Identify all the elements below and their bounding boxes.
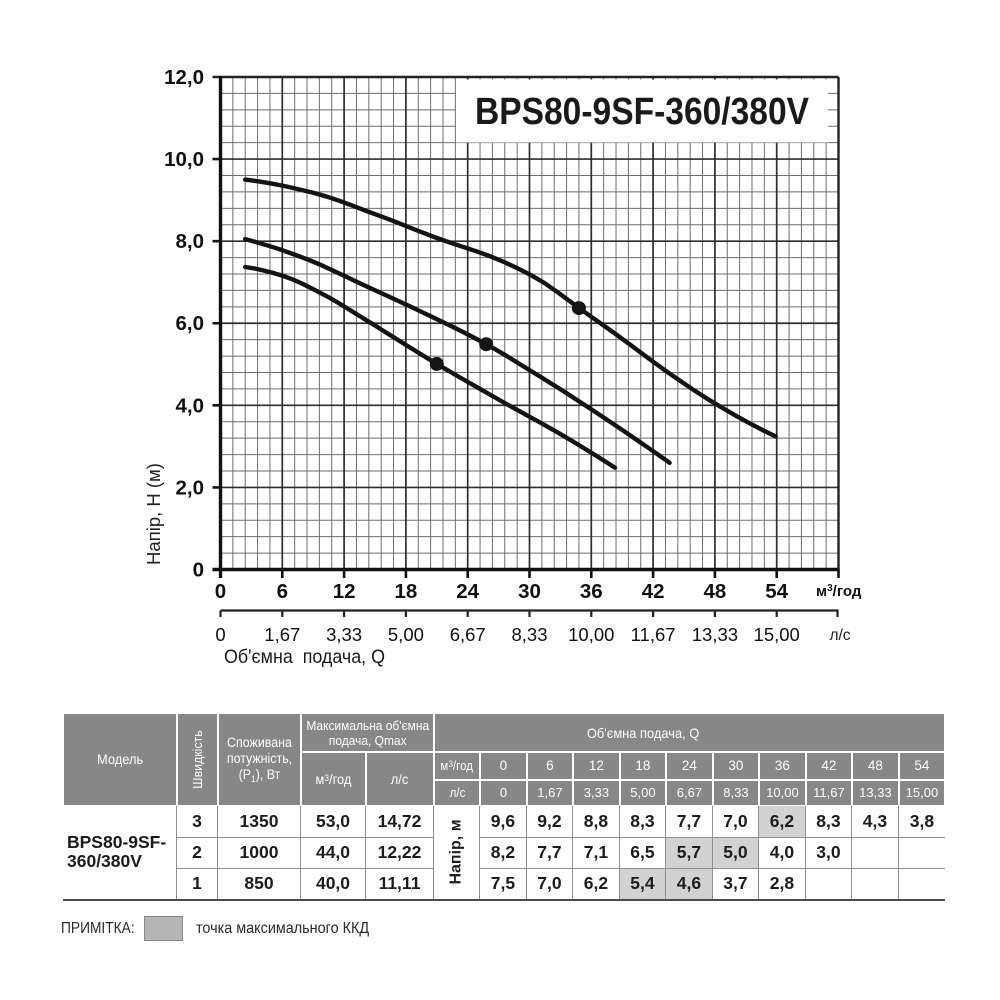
svg-text:8,0: 8,0 — [176, 230, 205, 253]
svg-text:5,00: 5,00 — [388, 624, 424, 645]
svg-text:Об'ємна подача, Q: Об'ємна подача, Q — [224, 646, 385, 668]
svg-text:36: 36 — [580, 580, 603, 603]
svg-text:12: 12 — [333, 580, 356, 603]
svg-text:6,67: 6,67 — [450, 624, 486, 645]
svg-text:4,0: 4,0 — [176, 394, 205, 417]
svg-text:11,67: 11,67 — [631, 624, 676, 645]
svg-text:0: 0 — [193, 559, 204, 582]
svg-text:13,33: 13,33 — [692, 624, 738, 645]
svg-text:24: 24 — [456, 580, 479, 603]
svg-text:48: 48 — [703, 580, 726, 603]
svg-text:0: 0 — [215, 624, 225, 645]
svg-text:1,67: 1,67 — [264, 624, 300, 645]
svg-text:8,33: 8,33 — [511, 624, 547, 645]
svg-text:12,0: 12,0 — [164, 66, 204, 89]
svg-text:м3/год: м3/год — [816, 583, 862, 600]
svg-text:0: 0 — [215, 580, 226, 603]
svg-text:30: 30 — [518, 580, 541, 603]
svg-text:л/с: л/с — [829, 627, 850, 644]
svg-text:6: 6 — [277, 580, 288, 603]
svg-text:3,33: 3,33 — [326, 624, 362, 645]
svg-text:2,0: 2,0 — [176, 476, 205, 499]
svg-text:54: 54 — [765, 580, 788, 603]
svg-text:42: 42 — [642, 580, 665, 603]
svg-text:6,0: 6,0 — [176, 312, 205, 335]
svg-text:Напір, Н (м): Напір, Н (м) — [143, 463, 164, 565]
svg-text:10,0: 10,0 — [164, 148, 204, 171]
svg-text:BPS80-9SF-360/380V: BPS80-9SF-360/380V — [475, 91, 810, 133]
svg-text:15,00: 15,00 — [754, 624, 800, 645]
svg-text:10,00: 10,00 — [568, 624, 614, 645]
svg-text:18: 18 — [394, 580, 417, 603]
